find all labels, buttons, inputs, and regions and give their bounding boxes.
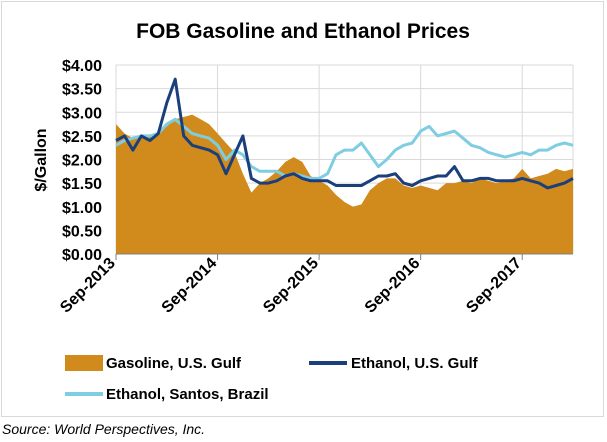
chart-title: FOB Gasoline and Ethanol Prices [136,20,470,43]
y-tick-label: $0.00 [62,247,102,264]
y-tick-label: $2.00 [62,153,102,170]
legend: Gasoline, U.S. Gulf Ethanol, U.S. Gulf E… [65,355,479,403]
legend-swatch-gasoline [65,355,103,371]
legend-label-gasoline: Gasoline, U.S. Gulf [106,355,242,372]
legend-item-ethanol-santos: Ethanol, Santos, Brazil [65,386,269,403]
ethanol-santos-line [115,117,574,180]
y-axis-label: $/Gallon [33,128,50,191]
legend-label-ethanol-us-gulf: Ethanol, U.S. Gulf [351,355,479,372]
y-tick-label: $0.50 [62,223,102,240]
source-note: Source: World Perspectives, Inc. [2,421,206,437]
y-tick-label: $4.00 [62,58,102,75]
chart-svg: FOB Gasoline and Ethanol Prices $0.00 $0.… [33,20,574,403]
chart-frame: FOB Gasoline and Ethanol Prices $0.00 $0.… [1,1,604,417]
gasoline-area [116,114,573,254]
legend-label-ethanol-santos: Ethanol, Santos, Brazil [106,386,269,403]
x-tick-label: Sep-2017 [463,255,525,317]
y-tick-label: $1.00 [62,200,102,217]
series-layer [115,77,574,254]
y-tick-label: $3.50 [62,82,102,99]
y-tick-label: $3.00 [62,105,102,122]
legend-item-gasoline: Gasoline, U.S. Gulf [65,355,242,372]
x-tick-label: Sep-2013 [57,255,119,317]
ethanol-us-gulf-line [115,77,574,190]
x-tick-label: Sep-2014 [159,255,221,317]
x-tick-label: Sep-2016 [362,255,424,317]
legend-item-ethanol-us-gulf: Ethanol, U.S. Gulf [309,355,479,372]
y-tick-label: $2.50 [62,129,102,146]
x-tick-label: Sep-2015 [260,255,322,317]
y-tick-label: $1.50 [62,176,102,193]
